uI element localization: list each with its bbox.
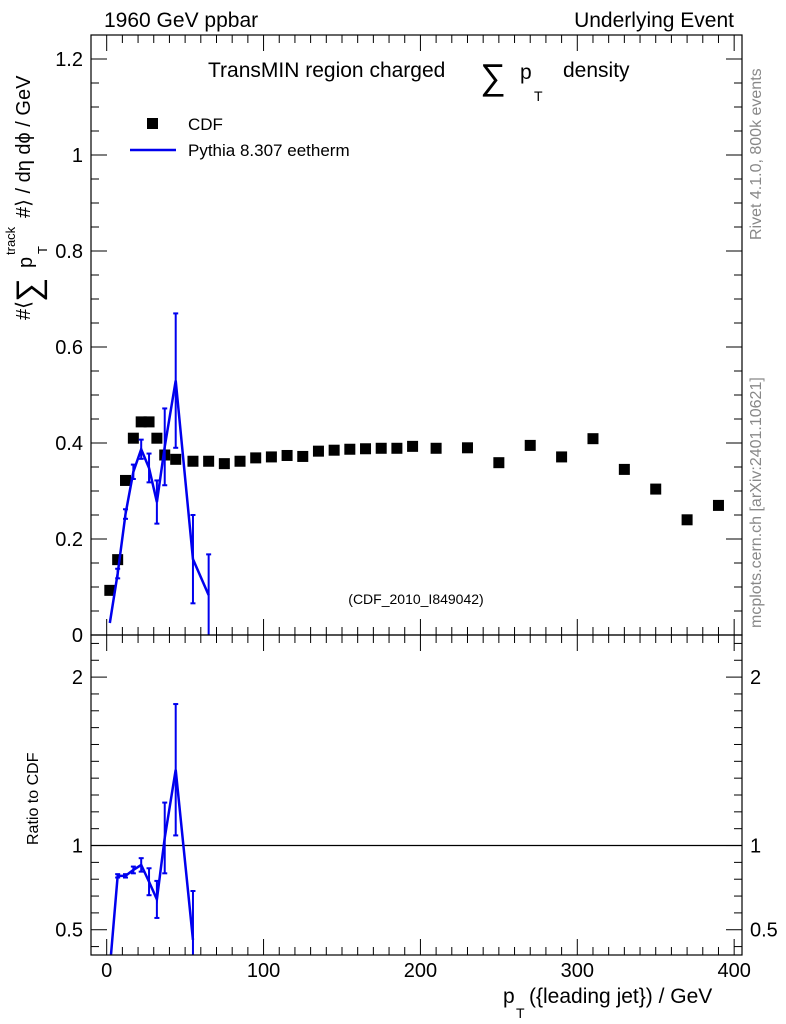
cdf-data-point: [312, 445, 324, 457]
ratio-panel-marks: [91, 703, 742, 955]
cdf-data-point: [281, 449, 293, 461]
analysis-id-label: (CDF_2010_I849042): [348, 591, 483, 607]
cdf-data-point: [493, 457, 505, 469]
cdf-data-point: [143, 416, 155, 428]
cdf-data-point: [556, 451, 568, 463]
title-suffix: density: [563, 59, 630, 82]
cdf-data-point: [170, 453, 182, 465]
x-axis-label: p T ({leading jet}) / GeV: [503, 985, 712, 1021]
cdf-data-point: [681, 514, 693, 526]
title-p: p: [520, 61, 532, 84]
main-y-tick-label: 0.2: [55, 529, 83, 551]
cdf-data-point: [151, 432, 163, 444]
header-right: Underlying Event: [574, 9, 734, 32]
header-left: 1960 GeV ppbar: [104, 9, 258, 32]
cdf-data-point: [375, 442, 387, 454]
cdf-data-point: [250, 452, 262, 464]
main-y-tick-label: 1.2: [55, 49, 83, 71]
ratio-y-tick-label-left: 0.5: [55, 920, 83, 942]
xlabel-p: p: [503, 985, 515, 1008]
ylabel-sum-symbol: ∑: [10, 278, 48, 302]
cdf-data-point: [344, 443, 356, 455]
cdf-data-point: [618, 463, 630, 475]
cdf-data-point: [297, 450, 309, 462]
cdf-data-point: [360, 443, 372, 455]
main-y-tick-label: 0.6: [55, 337, 83, 359]
title-sum-symbol: ∑: [480, 56, 506, 97]
main-y-tick-label: 0: [72, 625, 83, 647]
legend: CDF Pythia 8.307 eetherm: [130, 115, 350, 160]
x-tick-label: 200: [404, 960, 437, 982]
ylabel-p: p: [15, 257, 37, 268]
cdf-data-point: [234, 455, 246, 467]
x-tick-label: 300: [561, 960, 594, 982]
legend-pythia-label: Pythia 8.307 eetherm: [188, 141, 350, 160]
cdf-data-point: [461, 442, 473, 454]
main-y-tick-label: 1: [72, 145, 83, 167]
ratio-panel-ticks: [90, 635, 742, 955]
cdf-data-point: [203, 455, 215, 467]
cdf-data-point: [218, 458, 230, 470]
x-tick-label: 400: [717, 960, 750, 982]
cdf-data-point: [328, 444, 340, 456]
main-title: TransMIN region charged ∑ p T density: [208, 56, 630, 104]
ylabel-T-subscript: T: [35, 246, 50, 254]
ratio-y-tick-label-left: 1: [72, 836, 83, 858]
cdf-data-point: [407, 440, 419, 452]
ylabel-track-superscript: track: [3, 226, 18, 255]
ratio-series-line: [109, 769, 195, 955]
main-panel-ticks: [90, 35, 742, 636]
xlabel-rest: ({leading jet}) / GeV: [529, 985, 712, 1008]
x-tick-label: 0: [101, 960, 112, 982]
cdf-data-point: [187, 455, 199, 467]
main-panel-marks: [104, 312, 724, 635]
cdf-data-point: [135, 416, 147, 428]
ratio-y-tick-label-right: 0.5: [750, 920, 778, 942]
mcplots-label: mcplots.cern.ch [arXiv:2401.10621]: [748, 377, 765, 628]
title-prefix: TransMIN region charged: [208, 59, 445, 82]
rivet-version-label: Rivet 4.1.0, 800k events: [748, 68, 765, 240]
cdf-data-point: [127, 432, 139, 444]
legend-cdf-marker: [147, 118, 158, 129]
cdf-data-point: [391, 442, 403, 454]
cdf-data-point: [587, 433, 599, 445]
cdf-data-point: [430, 442, 442, 454]
cdf-data-point: [524, 439, 536, 451]
cdf-data-point: [112, 554, 124, 566]
main-y-tick-label: 0.8: [55, 241, 83, 263]
ratio-panel-frame: [90, 634, 743, 956]
ratio-y-tick-label-left: 2: [72, 667, 83, 689]
xlabel-T-subscript: T: [516, 1005, 525, 1021]
cdf-data-point: [650, 483, 662, 495]
cdf-data-point: [265, 451, 277, 463]
ylabel-rest: #⟩ / dη dϕ / GeV: [13, 75, 35, 218]
ratio-y-axis-label: Ratio to CDF: [25, 752, 42, 845]
title-T-subscript: T: [534, 88, 543, 104]
x-tick-label: 100: [247, 960, 280, 982]
legend-cdf-label: CDF: [188, 115, 223, 134]
main-y-axis-label: #⟨ ∑ p track T #⟩ / dη dϕ / GeV: [3, 75, 50, 320]
cdf-data-point: [104, 584, 116, 596]
main-y-tick-label: 0.4: [55, 433, 83, 455]
cdf-data-point: [120, 474, 132, 486]
ratio-y-tick-label-right: 2: [750, 667, 761, 689]
ylabel-open: #⟨: [13, 301, 35, 320]
ratio-y-tick-label-right: 1: [750, 836, 761, 858]
cdf-data-point: [712, 499, 724, 511]
